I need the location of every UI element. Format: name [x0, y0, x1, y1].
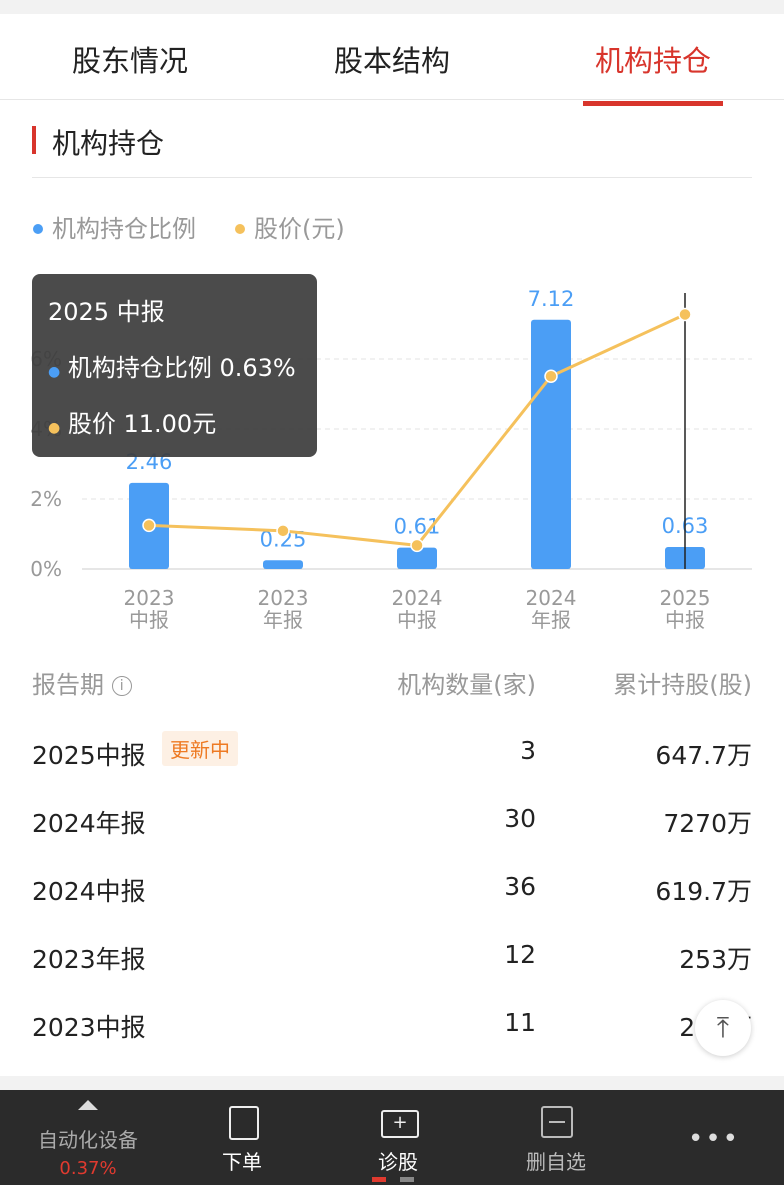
table-cell: 2025中报 — [32, 741, 146, 770]
header-cell: 机构数量(家) — [397, 671, 536, 699]
page-dot — [400, 1177, 414, 1182]
bar — [263, 560, 303, 569]
table-cell: 7270万 — [663, 809, 752, 838]
remove-icon — [541, 1106, 573, 1138]
table-row[interactable]: 2023中报11244万 — [32, 988, 752, 1056]
status-strip — [0, 0, 784, 14]
table-header: 报告期 i — [32, 665, 132, 700]
section-marker — [32, 126, 36, 154]
price-point — [678, 307, 692, 322]
divider — [32, 177, 752, 178]
y-tick-label: 2% — [30, 487, 62, 511]
page-dot — [372, 1177, 386, 1182]
header-cell: 累计持股(股) — [613, 671, 752, 699]
expand-arrow[interactable] — [78, 1100, 98, 1110]
table-cell: 647.7万 — [655, 741, 752, 770]
divider — [0, 99, 784, 100]
price-point — [142, 518, 156, 533]
price-point — [276, 524, 290, 538]
button-label[interactable]: 删自选 — [526, 1150, 586, 1174]
tooltip: 2025 中报 ● 机构持仓比例 0.63% ● 股价 11.00元 — [32, 274, 317, 457]
tooltip-line: ● 股价 11.00元 — [48, 410, 217, 438]
tab[interactable]: 股本结构 — [333, 44, 450, 78]
x-tick-label: 2025 中报 — [660, 586, 711, 632]
button-label[interactable]: 下单 — [222, 1150, 262, 1174]
legend-dot — [235, 224, 245, 234]
table-cell: 3 — [520, 736, 536, 765]
info-icon[interactable]: i — [111, 676, 132, 696]
order-icon — [229, 1106, 259, 1140]
stock-change: 0.37% — [59, 1158, 117, 1179]
x-tick-label: 2024 中报 — [392, 586, 443, 632]
tooltip-text: 股价 11.00元 — [67, 410, 217, 438]
tab[interactable]: 股东情况 — [71, 44, 188, 78]
status-badge: 更新中 — [162, 731, 238, 766]
scroll-top-button[interactable]: ⤒ — [695, 1000, 751, 1056]
table-cell: 36 — [504, 872, 536, 901]
table-cell: 11 — [504, 1008, 536, 1037]
table-cell: 2023年报 — [32, 945, 146, 974]
table-row[interactable]: 2024中报 36 619.7万 — [32, 852, 752, 920]
value-label: 7.12 — [528, 287, 575, 311]
tooltip-line: ● 机构持仓比例 0.63% — [48, 354, 296, 382]
table-cell: 2024年报 — [32, 809, 146, 838]
diagnose-icon: + — [381, 1110, 419, 1138]
tab-indicator — [583, 101, 723, 106]
x-tick-label: 2023 中报 — [124, 586, 175, 632]
x-tick-label: 2023 年报 — [258, 586, 309, 632]
table-row[interactable]: 2023年报 12 253万 — [32, 920, 752, 988]
table-cell: 2024中报 — [32, 877, 146, 906]
table-cell: 619.7万 — [655, 877, 752, 906]
section-title: 机构持仓 — [52, 127, 165, 160]
tab-active[interactable]: 机构持仓 — [594, 44, 711, 78]
price-point — [410, 538, 424, 553]
tooltip-title: 2025 中报 — [48, 298, 165, 326]
table-cell: 12 — [504, 940, 536, 969]
more-button[interactable]: ••• — [688, 1124, 741, 1154]
tooltip-text: 机构持仓比例 0.63% — [67, 354, 296, 382]
table-row[interactable]: 2024年报 30 7270万 — [32, 784, 752, 852]
price-point — [544, 369, 558, 384]
legend-label: 股价(元) — [254, 215, 345, 243]
table-cell: 253万 — [679, 945, 752, 974]
y-tick-label: 0% — [30, 557, 62, 581]
table-cell: 30 — [504, 804, 536, 833]
spacer — [0, 1076, 784, 1090]
button-label[interactable]: 诊股 — [378, 1150, 418, 1174]
bar — [397, 547, 437, 569]
x-tick-label: 2024 年报 — [526, 586, 577, 632]
bar — [531, 319, 571, 569]
legend-dot — [33, 224, 43, 234]
table-row[interactable]: 2025中报 3 647.7万 更新中 — [32, 716, 752, 784]
bottom-bar: 自动化设备 0.37% 下单 + 诊股 删自选 ••• — [0, 1090, 784, 1185]
stock-name[interactable]: 自动化设备 — [38, 1128, 138, 1152]
table-cell: 2023中报 — [32, 1013, 146, 1042]
legend-label: 机构持仓比例 — [52, 215, 196, 243]
header-cell: 报告期 — [32, 671, 104, 699]
